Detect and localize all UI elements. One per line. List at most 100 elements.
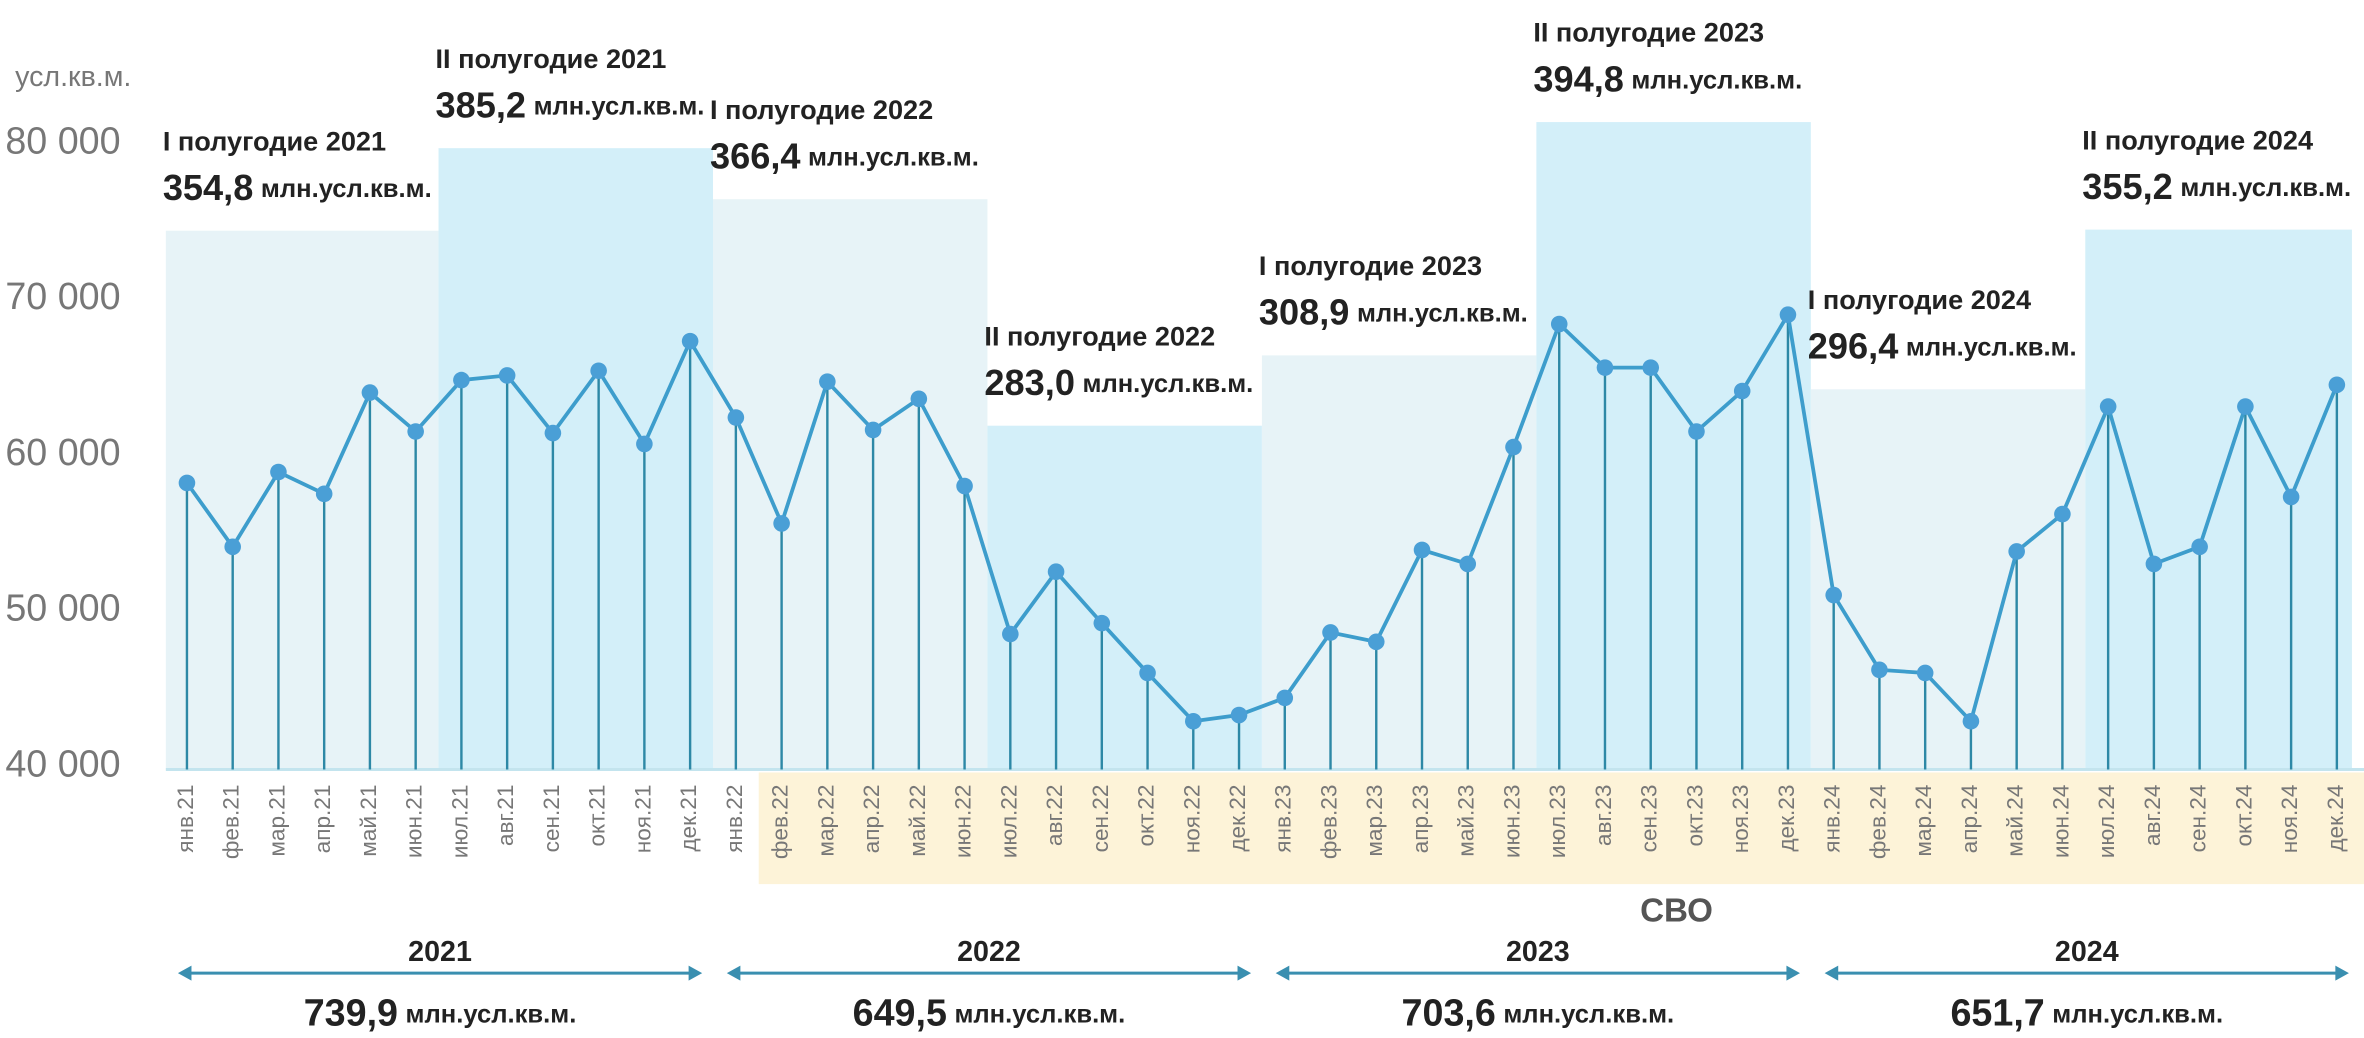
year-value: 651,7 млн.усл.кв.м. <box>1950 991 2223 1033</box>
point <box>1047 563 1065 581</box>
y-tick-label: 70 000 <box>5 275 120 317</box>
x-tick-label: окт.23 <box>1682 785 1707 847</box>
year-number: 739,9 <box>304 991 398 1033</box>
x-tick-label: сен.21 <box>539 785 564 853</box>
point <box>1779 306 1797 323</box>
half-year-bar <box>1810 389 2086 770</box>
y-tick-label: 40 000 <box>5 742 120 784</box>
point <box>2282 488 2300 506</box>
x-tick-label: июл.21 <box>447 785 472 859</box>
x-tick-label: окт.22 <box>1134 785 1159 847</box>
half-year-number: 354,8 <box>163 167 254 208</box>
half-year-bar <box>1536 122 1811 770</box>
half-year-value: 296,4 млн.усл.кв.м. <box>1808 325 2077 366</box>
x-tick-label: янв.24 <box>1820 785 1845 853</box>
x-tick-label: июл.22 <box>996 785 1021 859</box>
point <box>819 373 836 390</box>
y-tick-label: 50 000 <box>5 587 120 629</box>
point <box>2191 538 2208 556</box>
half-year-unit: млн.усл.кв.м. <box>1631 66 1802 94</box>
x-tick-label: янв.21 <box>173 785 198 853</box>
half-year-unit: млн.усл.кв.м. <box>261 175 432 203</box>
x-tick-label: май.23 <box>1454 785 1479 857</box>
half-year-title: I полугодие 2023 <box>1259 250 1482 281</box>
year-value: 703,6 млн.усл.кв.м. <box>1402 991 1675 1033</box>
half-year-title: II полугодие 2021 <box>436 43 667 74</box>
x-tick-label: фев.21 <box>219 785 244 860</box>
x-tick-label: мар.24 <box>1911 785 1936 857</box>
point <box>2099 398 2117 415</box>
x-tick-label: дек.21 <box>676 785 701 852</box>
x-tick-label: ноя.23 <box>1728 785 1753 854</box>
point <box>2145 555 2163 573</box>
y-tick-label: 60 000 <box>5 431 120 473</box>
half-year-unit: млн.усл.кв.м. <box>534 92 705 120</box>
point <box>1002 625 1019 643</box>
x-tick-label: май.21 <box>356 785 381 857</box>
x-tick-label: мар.22 <box>813 785 838 857</box>
x-tick-label: сен.22 <box>1088 785 1113 853</box>
point <box>407 423 424 440</box>
point <box>544 424 562 442</box>
point <box>1688 423 1705 440</box>
x-tick-label: июн.22 <box>951 785 976 859</box>
x-tick-label: ноя.21 <box>630 785 655 854</box>
half-year-number: 394,8 <box>1533 58 1624 99</box>
point <box>498 367 516 384</box>
half-year-title: II полугодие 2023 <box>1533 17 1764 48</box>
line <box>185 309 2339 725</box>
point <box>2328 376 2346 394</box>
year-unit: млн.усл.кв.м. <box>2052 1000 2223 1028</box>
point <box>178 474 196 492</box>
half-year-unit: млн.усл.кв.м. <box>1906 333 2077 361</box>
x-tick-label: авг.22 <box>1042 785 1067 847</box>
point <box>1596 359 1614 376</box>
point <box>1825 586 1842 604</box>
half-year-title: I полугодие 2021 <box>163 125 386 156</box>
year-label: 2023 <box>1506 936 1570 968</box>
half-year-title: I полугодие 2024 <box>1808 284 2031 315</box>
svo-band <box>758 772 2364 885</box>
x-tick-label: фев.22 <box>768 785 793 860</box>
x-tick-label: янв.23 <box>1271 785 1296 853</box>
x-tick-label: окт.24 <box>2231 785 2256 847</box>
half-year-unit: млн.усл.кв.м. <box>808 143 979 171</box>
point <box>2054 505 2071 523</box>
x-tick-label: сен.24 <box>2186 785 2211 853</box>
half-year-value: 283,0 млн.усл.кв.м. <box>984 362 1253 403</box>
svo-label: СВО <box>1640 893 1713 930</box>
half-year-value: 385,2 млн.усл.кв.м. <box>436 84 705 125</box>
year-value: 649,5 млн.усл.кв.м. <box>853 991 1126 1033</box>
year-number: 649,5 <box>853 991 947 1033</box>
x-tick-label: апр.21 <box>310 785 335 854</box>
year-number: 651,7 <box>1950 991 2044 1033</box>
x-tick-label: июн.21 <box>402 785 427 859</box>
x-tick-label: дек.24 <box>2323 785 2348 852</box>
point <box>1871 661 1888 679</box>
point <box>636 435 653 453</box>
x-tick-label: авг.23 <box>1591 785 1616 847</box>
x-tick-label: май.22 <box>905 785 930 857</box>
x-tick-label: сен.23 <box>1637 785 1662 853</box>
half-year-number: 296,4 <box>1808 325 1899 366</box>
year-value: 739,9 млн.усл.кв.м. <box>304 991 577 1033</box>
half-year-bar <box>165 230 439 770</box>
point <box>1139 664 1156 682</box>
half-year-value: 354,8 млн.усл.кв.м. <box>163 167 432 208</box>
point <box>956 477 973 495</box>
point <box>1093 614 1111 632</box>
half-year-title: I полугодие 2022 <box>710 94 933 125</box>
half-year-value: 366,4 млн.усл.кв.м. <box>710 135 979 176</box>
x-tick-label: апр.22 <box>859 785 884 854</box>
year-label: 2021 <box>408 936 472 968</box>
point <box>1459 555 1477 573</box>
point <box>361 384 379 401</box>
point <box>1550 315 1568 333</box>
x-tick-label: фев.23 <box>1316 785 1341 860</box>
point <box>1322 624 1339 641</box>
half-year-bar <box>712 199 988 770</box>
half-year-unit: млн.усл.кв.м. <box>1357 299 1528 327</box>
point <box>224 538 241 556</box>
x-tick-label: июн.23 <box>1499 785 1524 859</box>
